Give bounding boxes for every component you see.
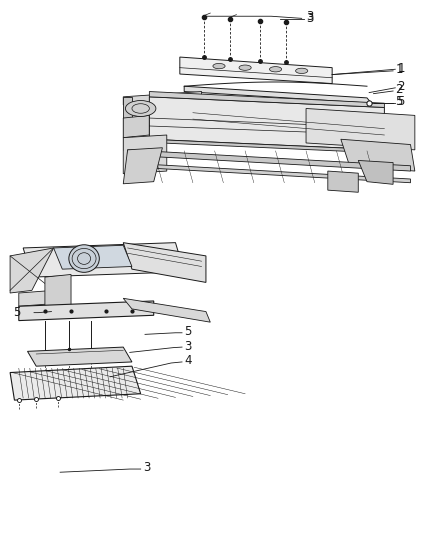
Polygon shape	[123, 97, 132, 150]
Polygon shape	[23, 243, 184, 277]
Polygon shape	[328, 171, 358, 192]
Text: 5: 5	[184, 325, 191, 338]
Ellipse shape	[239, 65, 251, 70]
Polygon shape	[123, 92, 201, 105]
Polygon shape	[123, 298, 210, 322]
Ellipse shape	[125, 101, 156, 116]
Polygon shape	[306, 109, 415, 150]
Text: 4: 4	[184, 354, 192, 367]
Polygon shape	[123, 243, 206, 282]
Ellipse shape	[269, 67, 282, 72]
Polygon shape	[123, 135, 167, 174]
Polygon shape	[358, 160, 393, 184]
Polygon shape	[10, 366, 141, 400]
Ellipse shape	[69, 245, 99, 272]
Text: 2: 2	[397, 80, 405, 93]
Text: 5: 5	[395, 95, 403, 108]
Polygon shape	[45, 274, 71, 312]
Polygon shape	[149, 92, 385, 108]
Polygon shape	[123, 148, 162, 184]
Text: 3: 3	[306, 10, 314, 23]
Ellipse shape	[296, 68, 308, 74]
Text: 5: 5	[397, 95, 405, 108]
Text: 3: 3	[306, 12, 314, 26]
Polygon shape	[10, 248, 53, 293]
Ellipse shape	[213, 63, 225, 69]
Polygon shape	[127, 163, 410, 183]
Text: 1: 1	[395, 63, 403, 76]
Text: 5: 5	[14, 306, 21, 319]
Polygon shape	[123, 115, 149, 138]
Polygon shape	[184, 86, 371, 103]
Polygon shape	[28, 347, 132, 366]
Polygon shape	[127, 150, 410, 171]
Polygon shape	[149, 139, 385, 153]
Polygon shape	[149, 97, 385, 150]
Polygon shape	[180, 57, 332, 84]
Text: 3: 3	[143, 462, 150, 474]
Text: 3: 3	[184, 340, 191, 352]
Polygon shape	[53, 245, 132, 269]
Text: 1: 1	[397, 62, 405, 75]
Polygon shape	[341, 139, 415, 171]
Text: 2: 2	[395, 83, 403, 96]
Polygon shape	[19, 301, 154, 320]
Polygon shape	[19, 290, 53, 306]
